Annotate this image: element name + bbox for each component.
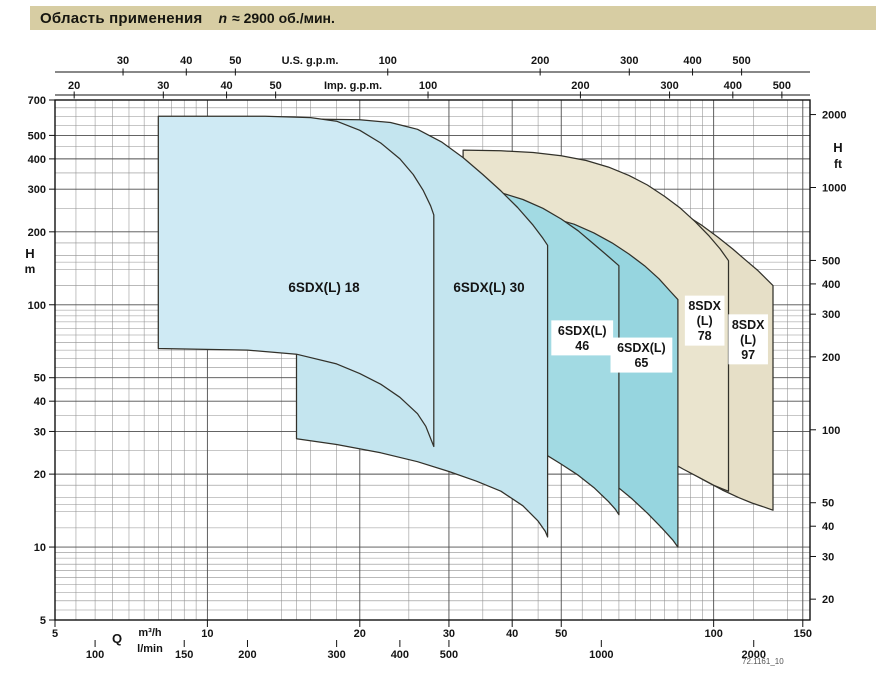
speed-value: ≈ 2900 об./мин. (232, 10, 335, 26)
q-lmin-tick-label: 150 (175, 649, 193, 661)
h-m-tick-label: 200 (28, 227, 46, 239)
h-ft-tick-label: 30 (822, 551, 834, 563)
q-m3h-tick-label: 10 (201, 628, 213, 640)
q-lmin-tick-label: 300 (327, 649, 345, 661)
region-label: (L) (697, 314, 713, 328)
page-title: Область применения (40, 9, 203, 27)
region-label: 6SDX(L) 30 (453, 280, 524, 295)
imp-gpm-tick-label: 100 (419, 80, 437, 92)
h-m-axis-label: H (25, 246, 34, 261)
h-m-tick-label: 30 (34, 426, 46, 438)
imp-gpm-tick-label: 20 (68, 80, 80, 92)
h-ft-axis-label: H (833, 140, 842, 155)
region-label-box (728, 314, 768, 365)
region-label: 6SDX(L) (558, 324, 607, 338)
us-gpm-tick-label: 30 (117, 55, 129, 67)
h-m-tick-label: 50 (34, 373, 46, 385)
region-label-box (684, 295, 725, 346)
region-6SDXL18 (157, 115, 435, 448)
region-label: 65 (634, 356, 648, 370)
q-lmin-tick-label: 2000 (741, 649, 765, 661)
q-m3h-tick-label: 30 (443, 628, 455, 640)
region-label: 97 (741, 348, 755, 362)
q-lmin-tick-label: 100 (86, 649, 104, 661)
h-ft-tick-label: 300 (822, 309, 840, 321)
us-gpm-tick-label: 400 (683, 55, 701, 67)
us-gpm-axis-label: U.S. g.p.m. (282, 55, 339, 67)
q-axis-label: Q (112, 631, 122, 646)
q-axis-unit-lmin: l/min (137, 643, 163, 655)
h-ft-tick-label: 500 (822, 255, 840, 267)
h-ft-tick-label: 400 (822, 279, 840, 291)
h-m-tick-label: 40 (34, 396, 46, 408)
region-label: 6SDX(L) (617, 341, 666, 355)
imp-gpm-tick-label: 200 (571, 80, 589, 92)
imp-gpm-tick-label: 300 (660, 80, 678, 92)
h-ft-axis-unit: ft (834, 157, 842, 171)
region-label: 8SDX (688, 299, 721, 313)
h-m-tick-label: 300 (28, 184, 46, 196)
imp-gpm-tick-label: 50 (270, 80, 282, 92)
h-ft-tick-label: 200 (822, 352, 840, 364)
q-lmin-tick-label: 500 (440, 649, 458, 661)
title-bar: Область применения n ≈ 2900 об./мин. (30, 6, 876, 30)
h-ft-tick-label: 40 (822, 521, 834, 533)
h-m-tick-label: 700 (28, 95, 46, 107)
imp-gpm-axis-label: Imp. g.p.m. (324, 80, 382, 92)
plot-frame (54, 99, 811, 621)
region-label: 6SDX(L) 18 (288, 280, 360, 295)
imp-gpm-tick-label: 500 (773, 80, 791, 92)
h-m-tick-label: 20 (34, 469, 46, 481)
q-m3h-tick-label: 50 (555, 628, 567, 640)
h-ft-tick-label: 2000 (822, 110, 846, 122)
h-ft-tick-label: 20 (822, 594, 834, 606)
region-label-box (551, 320, 614, 356)
imp-gpm-tick-label: 400 (724, 80, 742, 92)
us-gpm-tick-label: 40 (180, 55, 192, 67)
q-m3h-tick-label: 5 (52, 628, 58, 640)
drawing-number: 72.1161_10 (742, 657, 784, 666)
h-ft-tick-label: 1000 (822, 182, 846, 194)
us-gpm-tick-label: 200 (531, 55, 549, 67)
q-lmin-tick-label: 1000 (589, 649, 613, 661)
us-gpm-tick-label: 50 (229, 55, 241, 67)
q-m3h-tick-label: 100 (704, 628, 722, 640)
h-ft-tick-label: 100 (822, 425, 840, 437)
h-m-tick-label: 400 (28, 154, 46, 166)
imp-gpm-tick-label: 40 (220, 80, 232, 92)
q-m3h-tick-label: 20 (354, 628, 366, 640)
q-m3h-tick-label: 150 (794, 628, 812, 640)
region-label: 78 (698, 329, 712, 343)
us-gpm-tick-label: 100 (379, 55, 397, 67)
us-gpm-tick-label: 300 (620, 55, 638, 67)
h-m-tick-label: 5 (40, 615, 46, 627)
region-label: 8SDX (732, 318, 765, 332)
region-label: 46 (575, 339, 589, 353)
q-m3h-tick-label: 40 (506, 628, 518, 640)
us-gpm-tick-label: 500 (732, 55, 750, 67)
speed-symbol: n (218, 10, 227, 26)
h-m-tick-label: 500 (28, 130, 46, 142)
h-m-axis-unit: m (25, 262, 36, 276)
h-m-tick-label: 10 (34, 542, 46, 554)
h-ft-tick-label: 50 (822, 498, 834, 510)
region-label: (L) (740, 333, 756, 347)
imp-gpm-tick-label: 30 (157, 80, 169, 92)
q-lmin-tick-label: 200 (238, 649, 256, 661)
q-lmin-tick-label: 400 (391, 649, 409, 661)
q-axis-unit-m3h: m³/h (138, 627, 162, 639)
region-label-box (610, 337, 673, 373)
h-m-tick-label: 100 (28, 300, 46, 312)
